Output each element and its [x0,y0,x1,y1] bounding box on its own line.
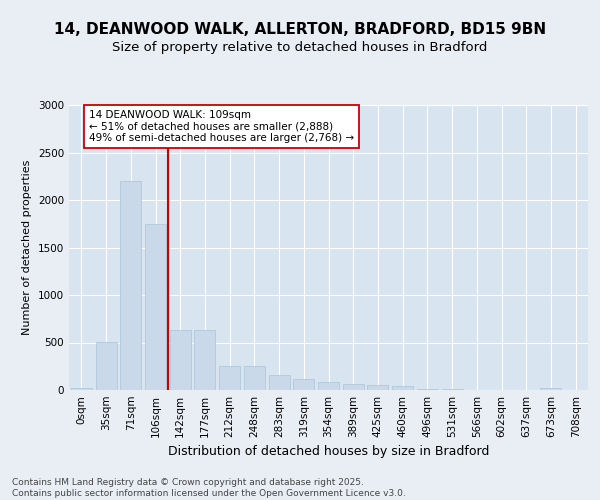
Y-axis label: Number of detached properties: Number of detached properties [22,160,32,335]
Text: Size of property relative to detached houses in Bradford: Size of property relative to detached ho… [112,41,488,54]
Text: 14, DEANWOOD WALK, ALLERTON, BRADFORD, BD15 9BN: 14, DEANWOOD WALK, ALLERTON, BRADFORD, B… [54,22,546,38]
Bar [442,389,463,390]
Bar [367,385,388,390]
Bar [318,382,339,390]
Bar [95,342,116,390]
Bar [71,388,92,390]
Bar [244,366,265,390]
Bar [343,384,364,390]
Bar [120,181,141,390]
X-axis label: Distribution of detached houses by size in Bradford: Distribution of detached houses by size … [168,446,489,458]
Bar [293,378,314,390]
Text: Contains HM Land Registry data © Crown copyright and database right 2025.
Contai: Contains HM Land Registry data © Crown c… [12,478,406,498]
Bar [194,330,215,390]
Bar [219,366,240,390]
Bar [145,224,166,390]
Bar [269,376,290,390]
Bar [170,330,191,390]
Bar [392,386,413,390]
Bar [541,388,562,390]
Text: 14 DEANWOOD WALK: 109sqm
← 51% of detached houses are smaller (2,888)
49% of sem: 14 DEANWOOD WALK: 109sqm ← 51% of detach… [89,110,354,143]
Bar [417,389,438,390]
